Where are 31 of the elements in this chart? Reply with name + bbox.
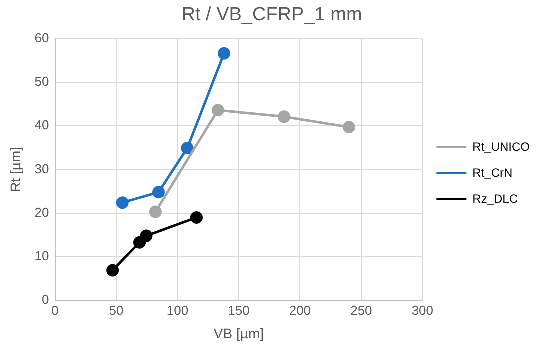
point	[278, 110, 291, 124]
y-tick-label: 40	[34, 118, 50, 133]
y-tick-label: 30	[34, 161, 50, 176]
chart-title: Rt / VB_CFRP_1 mm	[182, 4, 362, 26]
point	[140, 230, 153, 242]
legend-label: Rt_UNICO	[472, 140, 530, 154]
x-tick-label: 150	[228, 302, 250, 318]
y-tick-label: 10	[34, 248, 50, 264]
x-tick-label: 300	[412, 302, 434, 318]
y-tick-label: 20	[34, 204, 50, 220]
x-tick-label: 200	[289, 302, 312, 318]
point	[116, 196, 129, 210]
x-tick-label: 50	[109, 302, 124, 318]
x-axis-title: VB [µm]	[214, 325, 264, 342]
x-tick-label: 100	[166, 302, 189, 318]
point	[190, 211, 203, 224]
legend-label: Rt_CrN	[472, 166, 513, 180]
point	[181, 142, 194, 155]
point	[342, 121, 356, 134]
x-tick-label: 250	[350, 302, 372, 318]
point	[212, 104, 224, 117]
y-tick-label: 50	[34, 74, 50, 90]
point	[149, 206, 162, 218]
point	[218, 47, 231, 60]
x-tick-label: 0	[52, 302, 59, 318]
y-axis-title: Rt [µm]	[7, 146, 24, 192]
legend-label: Rz_DLC	[472, 192, 518, 206]
point	[152, 186, 165, 199]
y-tick-label: 0	[42, 292, 50, 308]
point	[106, 264, 120, 277]
y-tick-label: 60	[34, 30, 50, 46]
